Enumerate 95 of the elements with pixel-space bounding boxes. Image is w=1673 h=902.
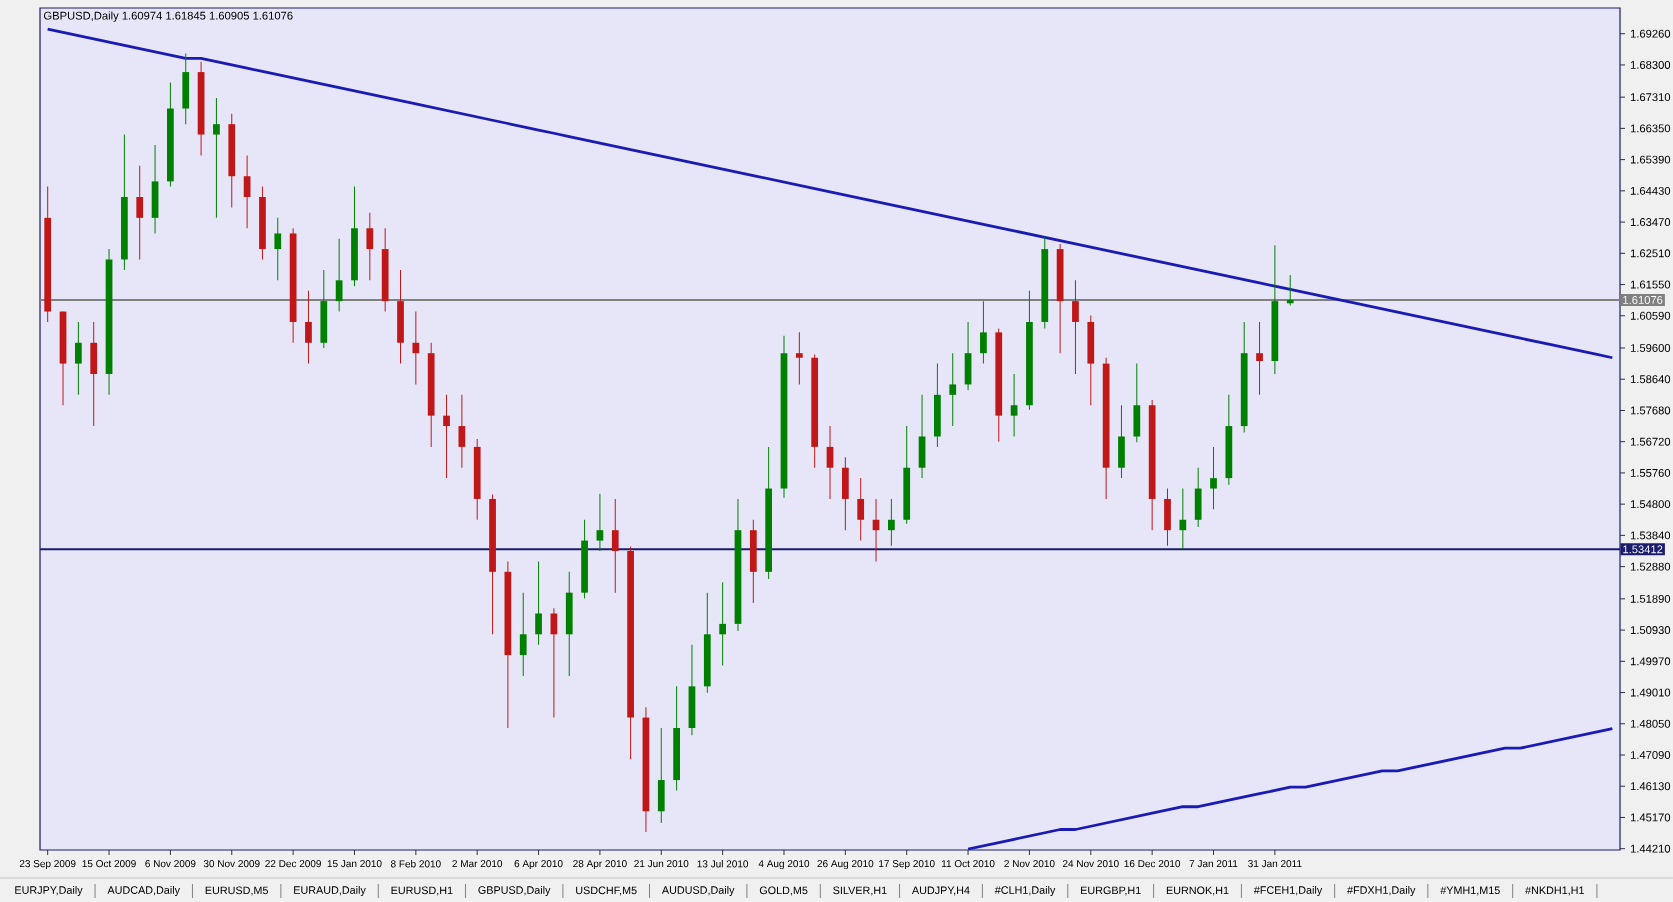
y-tick-label: 1.45170 bbox=[1630, 813, 1671, 822]
y-tick-label: 1.46130 bbox=[1630, 782, 1671, 791]
y-tick-label: 1.66350 bbox=[1630, 124, 1671, 133]
candlestick bbox=[519, 592, 527, 677]
y-tick-label: 1.49010 bbox=[1630, 688, 1671, 697]
candlestick bbox=[611, 498, 619, 594]
x-tick-label: 31 Jan 2011 bbox=[1248, 860, 1302, 868]
x-tick-label: 6 Apr 2010 bbox=[514, 860, 563, 870]
y-tick-label: 1.58640 bbox=[1630, 375, 1671, 384]
x-tick-label: 15 Jan 2010 bbox=[327, 860, 382, 868]
y-tick-label: 1.67310 bbox=[1630, 93, 1671, 102]
x-tick-label: 17 Sep 2010 bbox=[879, 860, 935, 870]
text: AUDUSD,Daily bbox=[661, 885, 735, 897]
candlestick bbox=[795, 331, 803, 385]
y-tick-label: 1.55760 bbox=[1630, 468, 1671, 477]
candlestick bbox=[74, 321, 82, 396]
y-tick-label: 1.62510 bbox=[1630, 249, 1671, 258]
ref-line-label: 1.53412 bbox=[1623, 545, 1663, 554]
candlestick bbox=[888, 498, 895, 547]
y-tick-label: 1.47090 bbox=[1630, 751, 1671, 759]
x-tick-label: 7 Jan 2011 bbox=[1189, 860, 1238, 868]
text: AUDJPY,H4 bbox=[911, 886, 970, 896]
candlestick bbox=[274, 217, 282, 281]
x-tick-label: 24 Nov 2010 bbox=[1062, 860, 1119, 868]
x-tick-label: 23 Sep 2009 bbox=[19, 860, 76, 870]
text: #NKDH1,H1 bbox=[1525, 886, 1584, 896]
text: GBPUSD,Daily bbox=[478, 885, 551, 897]
x-tick-label: 15 Oct 2009 bbox=[82, 860, 136, 868]
y-tick-label: 1.56720 bbox=[1630, 437, 1671, 446]
candlestick bbox=[857, 477, 865, 542]
text: #FCEH1,Daily bbox=[1253, 885, 1323, 897]
x-tick-label: 13 Jul 2010 bbox=[697, 860, 749, 868]
candlestick bbox=[443, 394, 450, 479]
text: SILVER,H1 bbox=[833, 886, 887, 896]
x-tick-label: 2 Nov 2010 bbox=[1004, 860, 1055, 868]
y-tick-label: 1.48050 bbox=[1630, 719, 1671, 728]
candlestick bbox=[412, 311, 420, 385]
candlestick bbox=[980, 300, 987, 365]
candlestick bbox=[719, 581, 727, 667]
x-tick-label: 4 Aug 2010 bbox=[758, 860, 810, 870]
y-tick-label: 1.49970 bbox=[1630, 657, 1671, 666]
y-tick-label: 1.69260 bbox=[1630, 29, 1671, 38]
x-tick-label: 30 Nov 2009 bbox=[203, 860, 260, 868]
x-tick-label: 16 Dec 2010 bbox=[1124, 860, 1181, 868]
y-tick-label: 1.63470 bbox=[1630, 218, 1671, 227]
y-tick-label: 1.59600 bbox=[1630, 344, 1671, 352]
candlestick bbox=[366, 212, 374, 281]
y-tick-label: 1.50930 bbox=[1630, 626, 1671, 635]
candlestick bbox=[335, 238, 343, 313]
y-tick-label: 1.60590 bbox=[1630, 311, 1671, 320]
y-tick-label: 1.68300 bbox=[1630, 60, 1671, 69]
y-tick-label: 1.61550 bbox=[1630, 280, 1671, 289]
y-tick-label: 1.65390 bbox=[1630, 155, 1671, 164]
text: EURAUD,Daily bbox=[294, 885, 366, 897]
x-tick-label: 11 Oct 2010 bbox=[941, 860, 995, 868]
candlestick bbox=[458, 394, 466, 469]
y-tick-label: 1.52880 bbox=[1630, 562, 1671, 571]
x-tick-label: 8 Feb 2010 bbox=[390, 860, 441, 868]
x-tick-label: 6 Nov 2009 bbox=[145, 860, 196, 868]
text: EURNOK,H1 bbox=[1166, 886, 1229, 896]
candlestick bbox=[1286, 274, 1294, 307]
text: EURUSD,H1 bbox=[391, 886, 453, 896]
text: #FDXH1,Daily bbox=[1347, 885, 1416, 897]
candlestick bbox=[596, 493, 604, 552]
text: USDCHF,M5 bbox=[576, 886, 637, 896]
candlestick bbox=[136, 165, 144, 260]
candlestick bbox=[1256, 321, 1263, 396]
text: #CLH1,Daily bbox=[994, 885, 1056, 897]
candlestick bbox=[1072, 279, 1079, 375]
text: EURGBP,H1 bbox=[1081, 886, 1141, 896]
candlestick bbox=[305, 290, 312, 365]
text: EURUSD,M5 bbox=[205, 886, 268, 896]
text: AUDCAD,Daily bbox=[107, 885, 180, 897]
x-tick-label: 28 Apr 2010 bbox=[573, 860, 627, 870]
candlestick bbox=[949, 352, 957, 427]
text: GOLD,M5 bbox=[759, 886, 808, 896]
y-tick-label: 1.64430 bbox=[1630, 186, 1671, 195]
ref-line-label: 1.61076 bbox=[1623, 296, 1663, 304]
chart-title: GBPUSD,Daily 1.60974 1.61845 1.60905 1.61076 bbox=[43, 11, 293, 22]
x-tick-label: 2 Mar 2010 bbox=[452, 860, 503, 868]
x-tick-label: 21 Jun 2010 bbox=[634, 860, 689, 868]
y-tick-label: 1.54800 bbox=[1630, 500, 1671, 509]
x-tick-label: 26 Aug 2010 bbox=[817, 860, 874, 870]
y-tick-label: 1.44210 bbox=[1630, 844, 1671, 853]
y-tick-label: 1.53840 bbox=[1630, 531, 1671, 540]
candlestick bbox=[213, 97, 220, 219]
candlestick bbox=[1210, 446, 1217, 510]
text: EURJPY,Daily bbox=[15, 885, 83, 897]
candlestick bbox=[1179, 488, 1187, 550]
x-tick-label: 22 Dec 2009 bbox=[265, 860, 321, 868]
candlestick bbox=[535, 560, 542, 646]
text: #YMH1,M15 bbox=[1440, 886, 1500, 896]
candlestick bbox=[1010, 373, 1018, 437]
y-tick-label: 1.51890 bbox=[1630, 594, 1671, 603]
y-tick-label: 1.57680 bbox=[1630, 406, 1671, 415]
